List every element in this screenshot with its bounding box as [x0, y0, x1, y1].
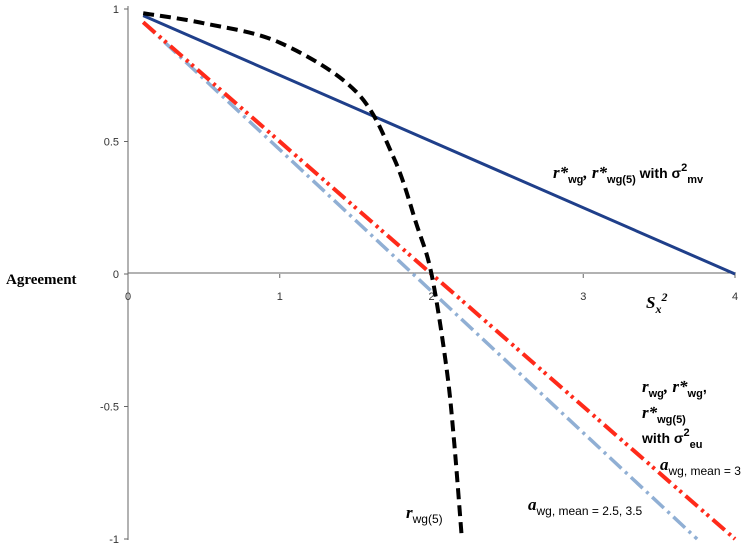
x-tick-label: 0: [125, 291, 131, 303]
mv-series-label: r*wg, r*wg(5) with σ2mv: [553, 162, 704, 186]
x-axis-label-sub: x: [654, 302, 661, 316]
y-tick-label: 0: [113, 269, 119, 281]
y-ticks: 1 0.5 0 -0.5 -1: [100, 4, 128, 546]
x-tick-label: 1: [277, 291, 283, 303]
x-axis-label-sup: 2: [660, 290, 667, 304]
eu-series-label-line3: with σ2eu: [641, 427, 702, 451]
y-tick-label: 0.5: [104, 137, 119, 149]
y-axis-label: Agreement: [6, 272, 77, 288]
rwg5-label: rwg(5): [406, 503, 443, 526]
series-line-0: [142, 14, 736, 276]
series-line-1: [141, 20, 737, 541]
eu-series-label-line1: rwg, r*wg,: [642, 377, 707, 400]
series-line-2: [142, 21, 699, 541]
series-line-3: [142, 11, 464, 540]
awg-mean-25-35-label: awg, mean = 2.5, 3.5: [528, 495, 643, 518]
awg-mean-3-label: awg, mean = 3: [660, 455, 741, 478]
series-group: [141, 11, 737, 541]
x-axis-label: Sx2: [646, 290, 667, 316]
y-tick-label: -0.5: [100, 402, 119, 414]
y-tick-label: -1: [109, 534, 119, 546]
y-tick-label: 1: [113, 4, 119, 16]
x-tick-label: 2: [428, 291, 434, 303]
eu-series-label-line2: r*wg(5): [642, 403, 686, 426]
x-tick-label: 3: [580, 291, 586, 303]
x-tick-label: 4: [732, 291, 738, 303]
x-axis-label-main: S: [646, 293, 655, 312]
